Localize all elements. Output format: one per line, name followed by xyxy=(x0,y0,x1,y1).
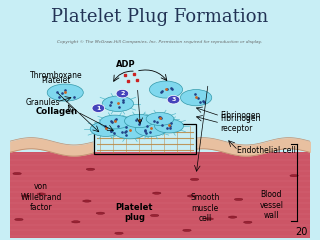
Text: Smooth
muscle
cell: Smooth muscle cell xyxy=(190,193,220,223)
Text: Fibrinogen: Fibrinogen xyxy=(220,111,260,120)
Text: Endothelial cell: Endothelial cell xyxy=(237,146,296,155)
Ellipse shape xyxy=(150,214,159,216)
Ellipse shape xyxy=(290,174,298,177)
Bar xyxy=(94,124,196,155)
Ellipse shape xyxy=(234,198,243,200)
Ellipse shape xyxy=(96,212,105,214)
Text: Collagen: Collagen xyxy=(35,107,77,116)
Text: ADP: ADP xyxy=(116,60,135,69)
Text: Platelet Plug Formation: Platelet Plug Formation xyxy=(52,8,268,26)
Ellipse shape xyxy=(124,114,153,128)
Ellipse shape xyxy=(153,192,161,194)
Circle shape xyxy=(116,89,129,98)
Text: Granules: Granules xyxy=(25,98,60,107)
Ellipse shape xyxy=(86,168,95,170)
Ellipse shape xyxy=(190,178,199,180)
Text: Copyright © The McGraw-Hill Companies, Inc. Permission required for reproduction: Copyright © The McGraw-Hill Companies, I… xyxy=(57,40,263,44)
Text: Thromboxane: Thromboxane xyxy=(30,71,83,80)
Circle shape xyxy=(167,96,180,104)
Ellipse shape xyxy=(188,195,196,197)
Ellipse shape xyxy=(15,218,23,221)
Ellipse shape xyxy=(228,216,237,218)
Ellipse shape xyxy=(149,81,182,98)
Ellipse shape xyxy=(180,90,212,106)
Ellipse shape xyxy=(135,122,167,136)
Text: 20: 20 xyxy=(295,227,307,237)
Ellipse shape xyxy=(244,221,252,223)
Ellipse shape xyxy=(37,193,45,195)
Ellipse shape xyxy=(47,84,83,101)
Ellipse shape xyxy=(83,200,91,202)
Text: Blood
vessel
wall: Blood vessel wall xyxy=(259,190,283,220)
Circle shape xyxy=(92,104,105,113)
Ellipse shape xyxy=(21,195,30,197)
Ellipse shape xyxy=(113,123,147,139)
Ellipse shape xyxy=(90,122,122,136)
Text: 3: 3 xyxy=(171,97,176,102)
Text: von
Willebrand
factor: von Willebrand factor xyxy=(20,182,62,212)
Ellipse shape xyxy=(13,173,21,175)
Ellipse shape xyxy=(100,115,130,129)
Text: Platelet: Platelet xyxy=(42,76,71,85)
Text: 2: 2 xyxy=(120,91,124,96)
Ellipse shape xyxy=(146,113,174,126)
Text: 1: 1 xyxy=(96,106,100,111)
Text: Fibrinogen
receptor: Fibrinogen receptor xyxy=(220,114,260,133)
Ellipse shape xyxy=(183,229,191,231)
Ellipse shape xyxy=(155,119,183,133)
Ellipse shape xyxy=(72,221,80,223)
Ellipse shape xyxy=(102,96,133,111)
Ellipse shape xyxy=(115,232,123,234)
Ellipse shape xyxy=(205,218,213,220)
Text: Platelet
plug: Platelet plug xyxy=(116,203,153,222)
Bar xyxy=(10,152,310,238)
